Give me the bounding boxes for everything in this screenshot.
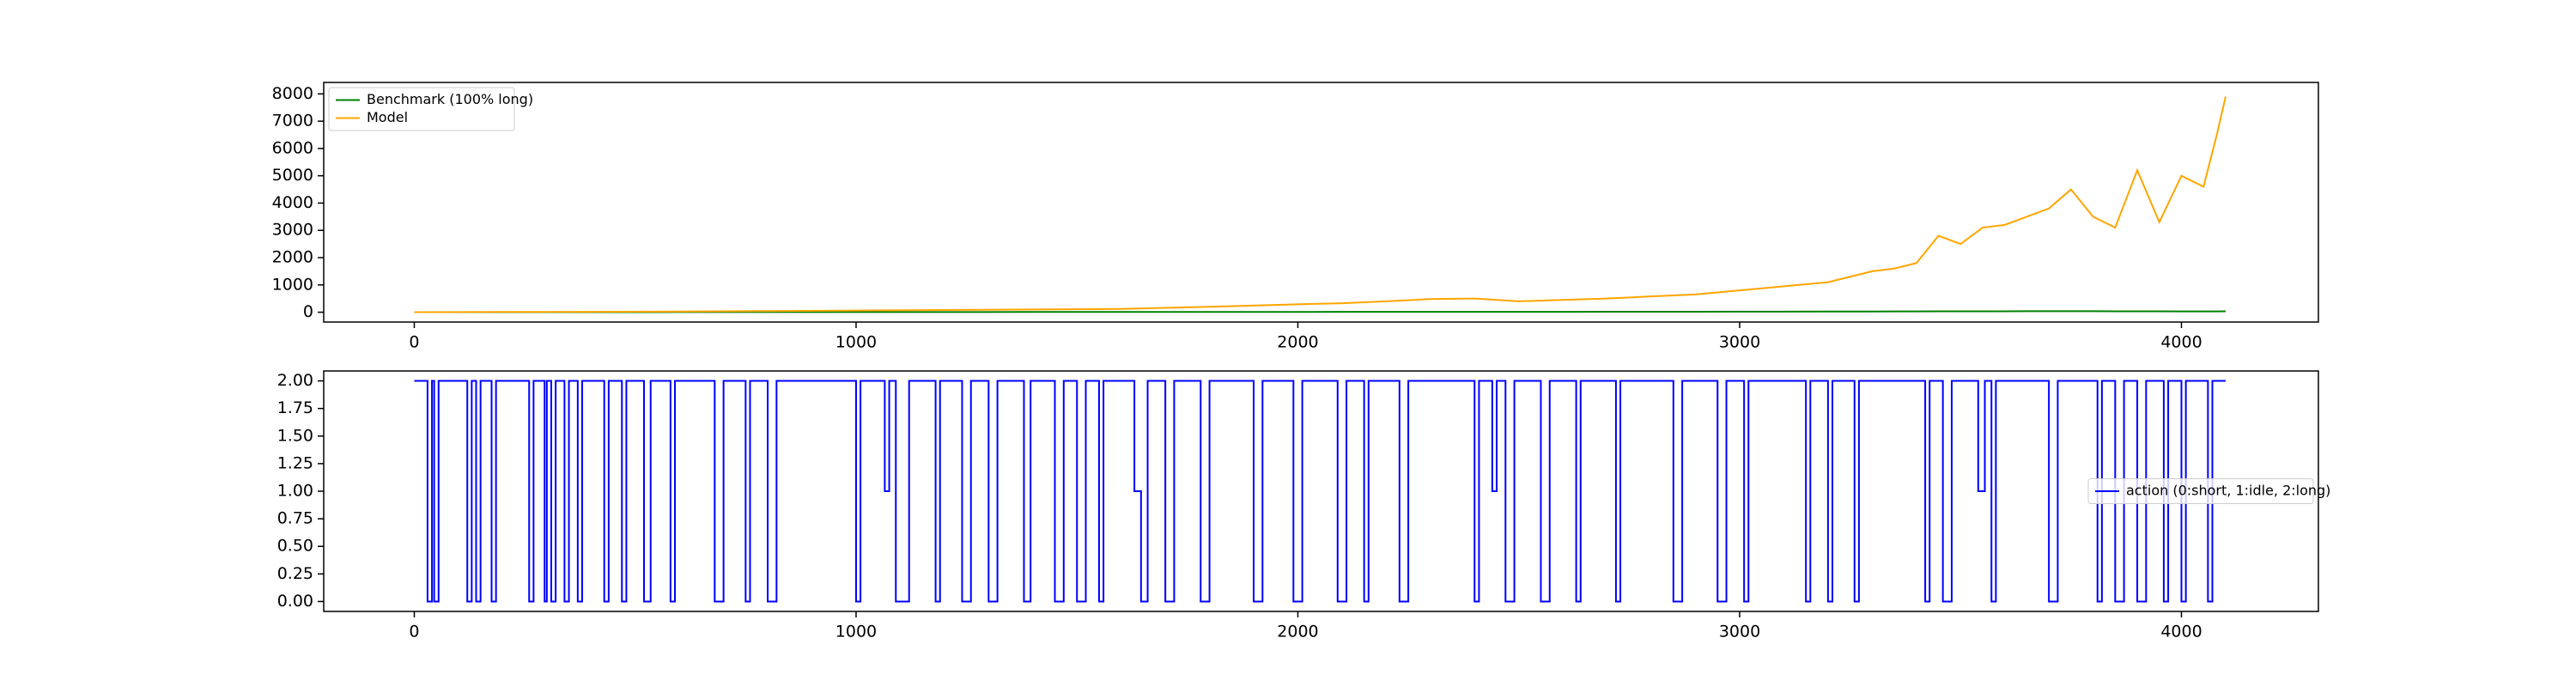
x-tick-label: 3000 xyxy=(1719,623,1760,641)
x-tick-label: 2000 xyxy=(1277,333,1318,352)
y-tick-label: 5000 xyxy=(272,166,313,185)
y-tick-label: 3000 xyxy=(272,221,313,240)
y-tick-label: 1000 xyxy=(272,275,313,294)
y-tick-label: 2.00 xyxy=(277,371,313,390)
legend-label: Benchmark (100% long) xyxy=(367,91,533,107)
legend-label: action (0:short, 1:idle, 2:long) xyxy=(2126,483,2330,499)
y-tick-label: 8000 xyxy=(272,84,313,103)
series-line xyxy=(414,380,2226,603)
x-tick-label: 1000 xyxy=(835,333,877,352)
y-tick-label: 1.25 xyxy=(277,453,313,472)
subplot: 0 1000 2000 3000 4000 5000 6000 7000 8000 0 1000 20… xyxy=(272,82,2319,352)
x-tick-label: 3000 xyxy=(1719,333,1760,352)
x-tick-label: 4000 xyxy=(2160,333,2202,352)
y-tick-label: 0.00 xyxy=(277,592,313,611)
legend-box xyxy=(328,87,515,131)
legend-box xyxy=(2087,478,2314,504)
y-tick-label: 1.00 xyxy=(277,482,313,501)
y-tick-label: 0.75 xyxy=(277,509,313,528)
y-tick-label: 0 xyxy=(303,302,313,321)
x-tick-label: 1000 xyxy=(835,623,877,641)
y-tick-label: 1.50 xyxy=(277,426,313,445)
y-tick-label: 6000 xyxy=(272,138,313,157)
legend: Benchmark (100% long) Model xyxy=(328,87,533,131)
y-tick-label: 0.25 xyxy=(277,564,313,583)
x-tick-label: 4000 xyxy=(2160,623,2202,641)
x-tick-label: 0 xyxy=(409,333,419,352)
y-tick-label: 4000 xyxy=(272,193,313,212)
y-tick-label: 2000 xyxy=(272,248,313,267)
axes-frame xyxy=(323,82,2319,323)
legend: action (0:short, 1:idle, 2:long) xyxy=(2087,478,2330,504)
x-tick-label: 0 xyxy=(409,623,419,641)
series-line xyxy=(414,310,2226,313)
y-tick-label: 0.50 xyxy=(277,537,313,556)
y-tick-label: 1.75 xyxy=(277,398,313,417)
y-tick-label: 7000 xyxy=(272,112,313,131)
axes-frame xyxy=(323,370,2319,612)
subplot: 0.00 0.25 0.50 0.75 1.00 1.25 1.50 1.75 2.00 0 100… xyxy=(277,370,2330,641)
series-line xyxy=(414,96,2227,313)
x-tick-label: 2000 xyxy=(1277,623,1318,641)
legend-label: Model xyxy=(367,109,408,125)
